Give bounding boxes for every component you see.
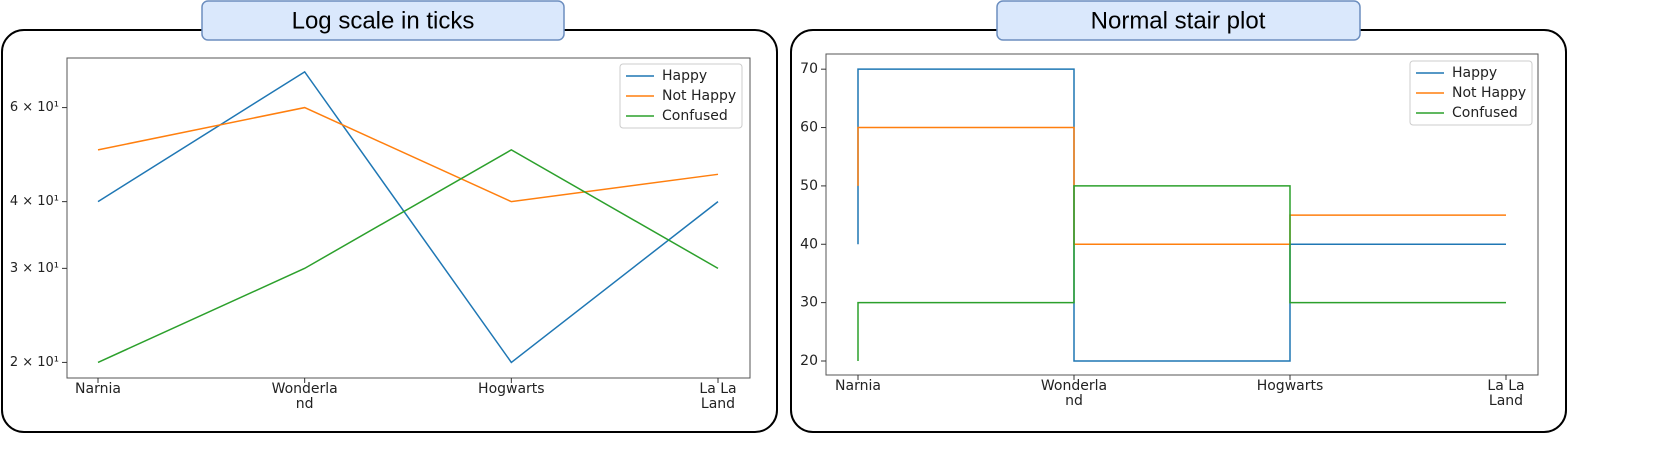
y-tick-label: 60 — [800, 120, 818, 136]
x-tick-label: Narnia — [835, 378, 881, 394]
x-tick-label: La La Land — [699, 381, 736, 412]
y-tick-label: 6 × 10¹ — [10, 100, 59, 115]
legend-label: Happy — [662, 68, 707, 84]
title-box — [996, 0, 1361, 41]
chart-title: Log scale in ticks — [292, 7, 475, 34]
x-tick-label: Wonderla nd — [1041, 378, 1107, 409]
title-box — [201, 0, 565, 41]
y-tick-label: 30 — [800, 295, 818, 311]
legend-label: Confused — [662, 108, 728, 124]
y-tick-label: 3 × 10¹ — [10, 261, 59, 276]
legend-label: Happy — [1452, 65, 1497, 81]
x-tick-label: Hogwarts — [1257, 378, 1324, 394]
legend-label: Not Happy — [662, 88, 736, 104]
series-line — [97, 70, 719, 364]
y-tick-label: 70 — [800, 61, 818, 77]
x-tick-label: Wonderla nd — [272, 381, 338, 412]
x-tick-label: Hogwarts — [478, 381, 545, 397]
y-tick-label: 50 — [800, 178, 818, 194]
legend-box — [1409, 60, 1533, 126]
plot-area — [66, 57, 751, 379]
chart-title: Normal stair plot — [1091, 7, 1266, 34]
series-line — [97, 106, 719, 203]
y-tick-label: 4 × 10¹ — [10, 194, 59, 209]
x-tick-label: La La Land — [1487, 378, 1524, 409]
y-tick-label: 40 — [800, 236, 818, 252]
legend-box — [619, 63, 743, 129]
series-line — [97, 149, 719, 364]
y-tick-label: 2 × 10¹ — [10, 355, 59, 370]
series-line — [857, 185, 1506, 361]
y-tick-label: 20 — [800, 353, 818, 369]
legend-label: Confused — [1452, 105, 1518, 121]
x-tick-label: Narnia — [75, 381, 121, 397]
legend-label: Not Happy — [1452, 85, 1526, 101]
plot-area — [825, 53, 1539, 376]
